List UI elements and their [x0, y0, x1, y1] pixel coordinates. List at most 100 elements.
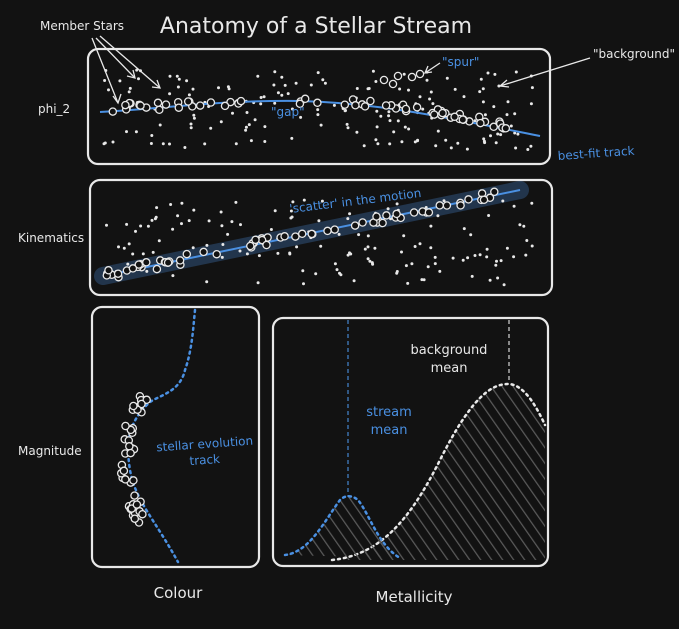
background-star [276, 91, 280, 95]
member-star [182, 249, 192, 259]
background-star [518, 223, 522, 227]
background-star [487, 214, 491, 217]
background-star [407, 127, 411, 131]
background-star [505, 246, 509, 250]
background-star [135, 68, 139, 72]
background-star [219, 210, 223, 214]
background-star [530, 86, 534, 90]
background-star [231, 111, 234, 115]
member-star [212, 249, 221, 259]
background-star [139, 224, 143, 228]
member-star [134, 260, 144, 269]
background-star [171, 227, 175, 231]
member-star [372, 212, 381, 221]
member-star [195, 101, 205, 110]
background-star [485, 255, 489, 259]
background-star [134, 130, 138, 134]
member-stars-arrows [91, 35, 161, 105]
phi2-background-stars [102, 68, 534, 151]
background-star [357, 233, 361, 237]
member-star [378, 218, 387, 228]
background-star [168, 142, 171, 146]
stellar-evolution-track [126, 308, 197, 564]
member-star [246, 241, 255, 251]
background-star [407, 88, 410, 92]
member-star [104, 266, 113, 275]
background-star [400, 140, 404, 144]
background-star [482, 137, 486, 141]
background-star [273, 70, 277, 74]
background-star [445, 76, 449, 80]
background-star [302, 282, 305, 286]
phi2-panel [86, 47, 552, 166]
member-star [366, 96, 375, 106]
background-star [122, 246, 126, 250]
background-star [333, 262, 337, 266]
background-star [387, 110, 391, 114]
background-star [388, 142, 392, 146]
member-star [409, 208, 419, 217]
background-star [153, 217, 157, 221]
background-star [176, 214, 180, 218]
background-star [514, 146, 518, 150]
magnitude-axis-label: Magnitude [18, 444, 82, 458]
background-star [433, 255, 437, 259]
background-star [429, 224, 433, 228]
background-star [395, 271, 399, 275]
background-star [168, 92, 172, 96]
background-star [149, 142, 153, 145]
background-star [371, 69, 375, 73]
background-star [189, 122, 193, 126]
background-arrow [498, 57, 591, 88]
background-star [321, 78, 325, 82]
background-star [483, 113, 487, 117]
background-star [244, 125, 248, 129]
member-star [152, 264, 162, 274]
background-star [466, 256, 470, 260]
background-star [374, 80, 378, 83]
background-star [513, 131, 517, 135]
cmd-member-stars [116, 391, 151, 527]
background-star [436, 214, 440, 218]
background-star [286, 92, 290, 96]
background-star [323, 81, 327, 85]
background-star [524, 253, 528, 257]
background-star [375, 125, 379, 129]
background-star [387, 114, 391, 118]
background-star [176, 85, 180, 89]
member-star [121, 421, 130, 431]
background-star [117, 245, 120, 249]
background-star [256, 281, 260, 285]
background-star [481, 100, 485, 104]
background-star [245, 252, 249, 256]
member-star [450, 112, 459, 122]
background-star [495, 259, 498, 263]
background-star [217, 86, 220, 90]
background-star [280, 75, 284, 79]
background-star [501, 199, 505, 203]
background-star [262, 95, 266, 99]
member-star [128, 264, 138, 273]
background-star [127, 242, 131, 246]
background-star [366, 245, 370, 249]
member-star [130, 514, 140, 523]
background-star [404, 264, 408, 268]
background-star [283, 83, 287, 87]
background-star [506, 100, 510, 104]
background-star [465, 147, 469, 151]
background-star [289, 216, 293, 220]
spur-arrow [423, 62, 441, 74]
member-star [340, 100, 350, 109]
background-star [180, 201, 184, 205]
background-star [497, 84, 501, 88]
background-star [299, 115, 303, 119]
background-star [288, 251, 292, 255]
background-star [239, 223, 242, 227]
background-star [249, 139, 253, 143]
background-star [456, 141, 460, 145]
background-star [505, 113, 509, 117]
background-star [191, 87, 195, 91]
background-star [155, 206, 159, 210]
member-star [163, 258, 173, 267]
